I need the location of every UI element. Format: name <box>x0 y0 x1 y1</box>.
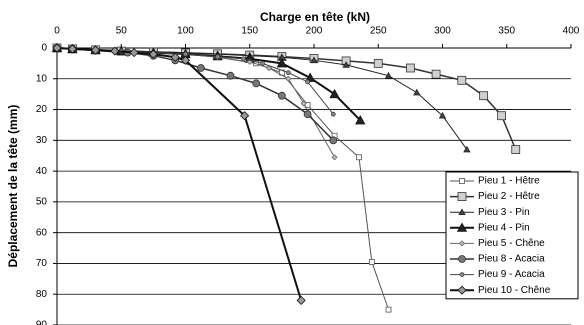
x-tick-label: 200 <box>306 26 323 37</box>
series-line <box>56 47 303 301</box>
marker <box>384 71 393 79</box>
x-tick-label: 250 <box>370 26 387 37</box>
marker <box>458 208 466 216</box>
marker <box>296 295 306 305</box>
y-tick-label: 30 <box>36 135 48 146</box>
y-axis-label: Déplacement de la tête (mm) <box>6 105 20 268</box>
marker <box>457 192 467 202</box>
marker <box>240 56 246 62</box>
x-tick-label: 100 <box>177 26 194 37</box>
x-tick-label: 400 <box>563 26 580 37</box>
y-tick-label: 80 <box>36 289 48 300</box>
marker <box>148 49 158 59</box>
legend-label: Pieu 2 - Hêtre <box>478 191 540 202</box>
x-tick-label: 50 <box>116 26 128 37</box>
x-axis-label: Charge en tête (kN) <box>260 10 370 24</box>
marker <box>368 259 375 265</box>
marker <box>110 46 120 56</box>
marker <box>458 255 466 263</box>
marker <box>356 154 362 161</box>
marker <box>431 69 441 79</box>
marker <box>458 240 466 247</box>
marker <box>90 45 101 55</box>
marker <box>459 272 465 278</box>
legend-label: Pieu 4 - Pin <box>478 222 530 233</box>
marker <box>304 72 316 82</box>
marker <box>413 88 421 96</box>
y-tick-label: 0 <box>41 43 47 54</box>
legend-box <box>445 171 579 300</box>
marker <box>457 75 467 85</box>
marker <box>180 55 191 65</box>
marker <box>252 79 261 88</box>
marker <box>226 71 235 80</box>
marker <box>373 58 383 68</box>
marker <box>265 64 273 72</box>
marker <box>285 70 291 76</box>
marker <box>260 60 266 66</box>
y-tick-label: 90 <box>36 320 48 325</box>
y-tick-label: 10 <box>36 73 48 84</box>
y-tick-label: 50 <box>36 197 48 208</box>
y-tick-label: 20 <box>36 104 48 115</box>
marker <box>215 54 221 60</box>
marker <box>277 91 286 100</box>
marker <box>305 79 310 85</box>
marker <box>300 100 307 107</box>
legend-label: Pieu 8 - Acacia <box>478 254 545 265</box>
marker <box>511 145 521 154</box>
marker <box>331 154 338 161</box>
marker <box>497 111 507 121</box>
y-tick-label: 40 <box>36 166 48 177</box>
legend-label: Pieu 9 - Acacia <box>478 269 545 280</box>
marker <box>463 145 471 153</box>
series-line <box>56 47 334 141</box>
y-tick-label: 60 <box>36 227 48 238</box>
marker <box>385 306 392 313</box>
marker <box>129 48 139 58</box>
marker <box>276 58 288 68</box>
legend-label: Pieu 3 - Pin <box>478 207 530 218</box>
marker <box>285 75 292 82</box>
marker <box>457 285 467 295</box>
x-tick-label: 300 <box>434 26 451 37</box>
x-tick-label: 350 <box>498 26 515 37</box>
legend-label: Pieu 10 - Chêne <box>478 285 551 296</box>
x-tick-label: 0 <box>54 26 60 37</box>
marker <box>183 51 188 57</box>
marker <box>330 111 336 117</box>
marker <box>329 88 340 99</box>
legend-label: Pieu 1 - Hêtre <box>478 176 540 187</box>
marker <box>456 222 468 232</box>
marker <box>310 56 318 64</box>
series-line <box>56 47 335 158</box>
marker <box>52 43 62 53</box>
marker <box>438 111 447 119</box>
marker <box>197 64 205 72</box>
y-tick-label: 70 <box>36 258 48 269</box>
marker <box>329 136 338 145</box>
legend-label: Pieu 5 - Chêne <box>478 238 545 249</box>
marker <box>240 111 250 121</box>
marker <box>303 110 312 119</box>
marker <box>355 115 366 125</box>
marker <box>342 61 350 68</box>
series-line <box>56 47 390 310</box>
marker <box>479 91 489 101</box>
marker <box>170 52 180 62</box>
marker <box>67 44 77 54</box>
x-tick-label: 150 <box>241 26 258 37</box>
marker <box>459 178 465 184</box>
marker <box>405 63 415 73</box>
